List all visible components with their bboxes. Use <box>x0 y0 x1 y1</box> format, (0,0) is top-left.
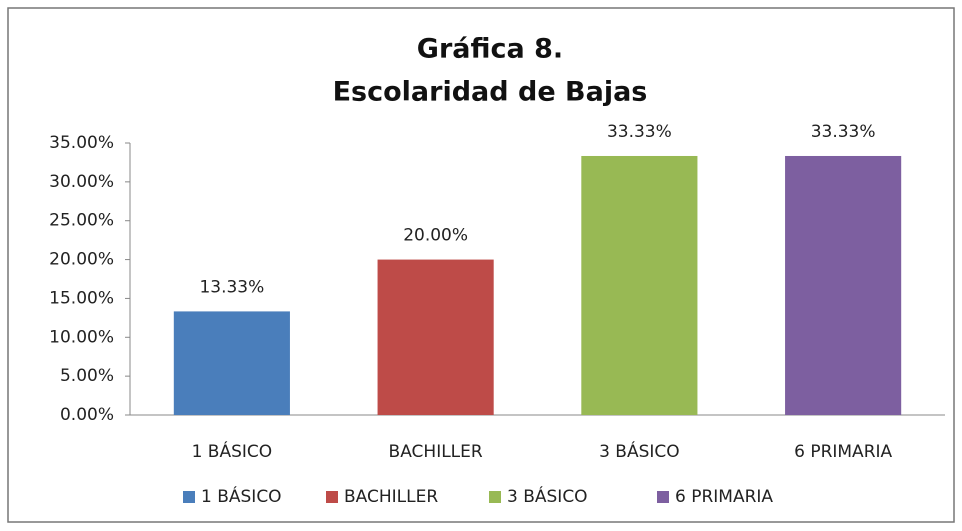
data-label: 20.00% <box>403 226 468 246</box>
bar <box>173 311 290 415</box>
bar <box>377 259 494 415</box>
x-tick-label: 1 BÁSICO <box>192 440 273 462</box>
x-tick-label: 6 PRIMARIA <box>794 442 892 462</box>
y-tick-label: 20.00% <box>49 250 114 270</box>
chart-title: Gráfica 8. <box>417 34 563 65</box>
y-tick-label: 10.00% <box>49 327 114 347</box>
legend-label: 6 PRIMARIA <box>675 487 773 507</box>
legend-swatch <box>326 491 338 503</box>
data-label: 13.33% <box>199 277 264 297</box>
legend-swatch <box>657 491 669 503</box>
bar <box>581 155 698 416</box>
legend-swatch <box>489 491 501 503</box>
legend-label: 3 BÁSICO <box>507 485 588 507</box>
legend-label: 1 BÁSICO <box>201 485 282 507</box>
y-tick-label: 30.00% <box>49 172 114 192</box>
y-tick-label: 5.00% <box>60 366 114 386</box>
bar <box>785 155 902 416</box>
legend-swatch <box>183 491 195 503</box>
x-tick-label: BACHILLER <box>389 442 483 462</box>
data-label: 33.33% <box>811 122 876 142</box>
y-tick-label: 15.00% <box>49 288 114 308</box>
data-label: 33.33% <box>607 122 672 142</box>
x-tick-label: 3 BÁSICO <box>599 440 680 462</box>
y-tick-label: 35.00% <box>49 133 114 153</box>
legend-label: BACHILLER <box>344 487 438 507</box>
chart-title: Escolaridad de Bajas <box>333 77 648 108</box>
y-tick-label: 25.00% <box>49 211 114 231</box>
y-tick-label: 0.00% <box>60 405 114 425</box>
